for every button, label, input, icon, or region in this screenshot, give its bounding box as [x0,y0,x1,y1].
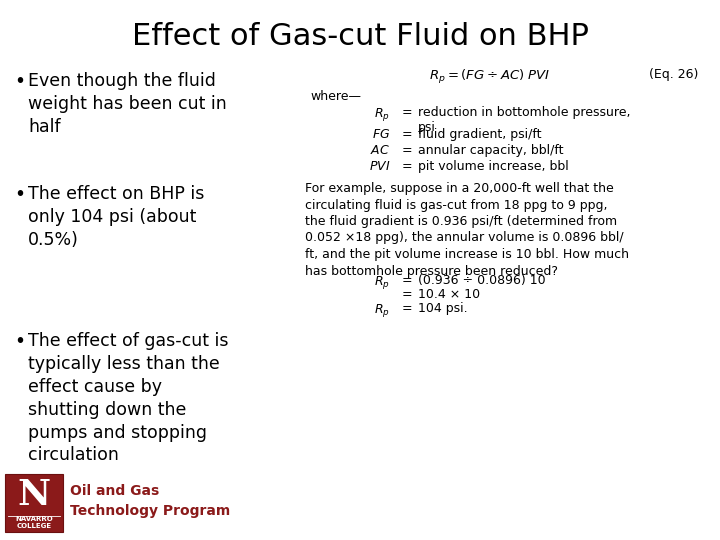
Text: $R_p$: $R_p$ [374,274,390,291]
Text: COLLEGE: COLLEGE [17,523,52,529]
Text: $R_p$: $R_p$ [374,106,390,123]
Text: $PVI$: $PVI$ [369,160,390,173]
Text: Even though the fluid
weight has been cut in
half: Even though the fluid weight has been cu… [28,72,227,136]
Bar [5,474,63,532]
Text: 104 psi.: 104 psi. [418,302,467,315]
Text: fluid gradient, psi/ft: fluid gradient, psi/ft [418,128,541,141]
Text: (0.936 ÷ 0.0896) 10: (0.936 ÷ 0.0896) 10 [418,274,546,287]
Text: $R_p$: $R_p$ [374,302,390,319]
Text: =: = [402,288,413,301]
Text: =: = [402,106,413,119]
Text: pit volume increase, bbl: pit volume increase, bbl [418,160,569,173]
Text: $R_p = (FG \div AC)\ PVI$: $R_p = (FG \div AC)\ PVI$ [429,68,551,86]
Text: N: N [17,478,50,512]
Text: =: = [402,144,413,157]
Text: =: = [402,128,413,141]
Text: NAVARRO: NAVARRO [15,516,53,522]
Text: For example, suppose in a 20,000-ft well that the
circulating fluid is gas-cut f: For example, suppose in a 20,000-ft well… [305,182,629,278]
Text: •: • [14,72,25,91]
Text: $AC$: $AC$ [370,144,390,157]
Text: annular capacity, bbl/ft: annular capacity, bbl/ft [418,144,564,157]
Text: =: = [402,302,413,315]
Text: where—: where— [310,90,361,103]
Text: Oil and Gas: Oil and Gas [70,484,159,498]
Text: 10.4 × 10: 10.4 × 10 [418,288,480,301]
Text: =: = [402,160,413,173]
Text: Technology Program: Technology Program [70,504,230,518]
Text: •: • [14,332,25,351]
Text: The effect of gas-cut is
typically less than the
effect cause by
shutting down t: The effect of gas-cut is typically less … [28,332,228,464]
Text: =: = [402,274,413,287]
Text: reduction in bottomhole pressure,
psi: reduction in bottomhole pressure, psi [418,106,631,134]
Text: $FG$: $FG$ [372,128,390,141]
Text: The effect on BHP is
only 104 psi (about
0.5%): The effect on BHP is only 104 psi (about… [28,185,204,249]
Text: •: • [14,185,25,204]
Text: (Eq. 26): (Eq. 26) [649,68,698,81]
Text: Effect of Gas-cut Fluid on BHP: Effect of Gas-cut Fluid on BHP [132,22,588,51]
